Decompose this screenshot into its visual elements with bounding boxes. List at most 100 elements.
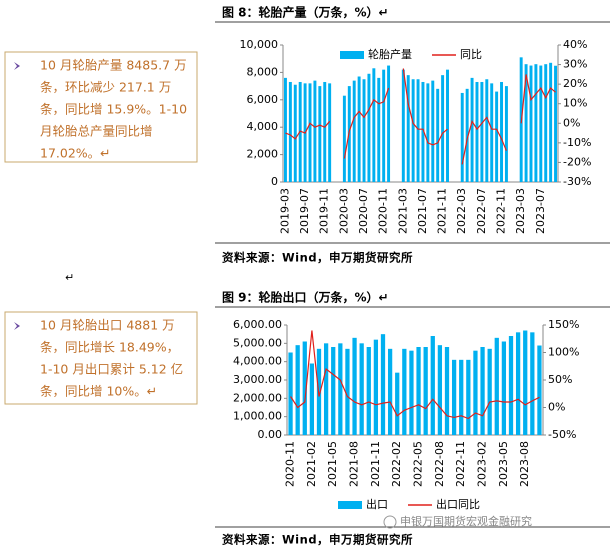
chart-title: 图 9：轮胎出口（万条，%）↵ xyxy=(222,290,389,305)
y-tick-label: 4,000 xyxy=(247,120,279,133)
bar xyxy=(504,86,508,182)
bar xyxy=(466,359,471,435)
x-tick-label: 2021-07 xyxy=(416,188,429,234)
line-series xyxy=(290,330,540,420)
y-tick-label: 0.00 xyxy=(258,428,283,441)
bar xyxy=(523,330,528,435)
legend-swatch xyxy=(338,501,362,509)
x-tick-label: 2022-02 xyxy=(390,441,403,487)
bar xyxy=(500,81,503,182)
bar xyxy=(328,83,332,182)
bar xyxy=(302,341,307,435)
bar xyxy=(309,363,315,435)
legend-label: 出口 xyxy=(366,497,388,511)
bar xyxy=(515,332,521,435)
bar xyxy=(554,65,558,182)
y2-tick-label: 10% xyxy=(563,97,587,110)
bar xyxy=(288,81,292,182)
bar xyxy=(318,86,322,182)
legend-swatch xyxy=(340,51,364,59)
x-tick-label: 2022-11 xyxy=(454,441,467,487)
bar xyxy=(406,75,410,182)
bullet-icon xyxy=(14,62,20,70)
x-tick-label: 2022-05 xyxy=(412,441,425,487)
bar xyxy=(451,359,457,435)
y2-tick-label: 0% xyxy=(548,401,565,414)
bar xyxy=(444,347,450,435)
y-tick-label: 5,000.00 xyxy=(233,336,282,349)
y-tick-label: 2,000.00 xyxy=(233,391,282,404)
y2-tick-label: 0% xyxy=(563,116,580,129)
bar xyxy=(426,83,430,182)
y2-tick-label: -30% xyxy=(563,175,591,188)
bar xyxy=(524,64,528,182)
bar xyxy=(331,347,336,435)
bar xyxy=(373,339,379,435)
y2-tick-label: -50% xyxy=(548,428,576,441)
y2-tick-label: 20% xyxy=(563,77,587,90)
bar xyxy=(283,77,287,182)
watermark: 申银万国期货宏观金融研究 xyxy=(400,514,532,528)
bar xyxy=(490,83,494,182)
bar xyxy=(411,79,415,182)
bar xyxy=(416,347,421,435)
y2-tick-label: 40% xyxy=(563,38,587,51)
bar xyxy=(431,80,435,182)
bar xyxy=(313,80,317,182)
x-tick-label: 2019-07 xyxy=(298,188,311,234)
bar xyxy=(437,345,443,435)
x-tick-label: 2020-07 xyxy=(357,188,370,234)
bar xyxy=(308,83,312,182)
x-tick-label: 2021-05 xyxy=(326,441,339,487)
y2-tick-label: 100% xyxy=(548,346,579,359)
y2-tick-label: 30% xyxy=(563,58,587,71)
chart-source: 资料来源：Wind，申万期货研究所 xyxy=(222,533,413,547)
x-tick-label: 2020-11 xyxy=(377,188,390,234)
line-series xyxy=(285,68,556,165)
note-box xyxy=(4,51,198,163)
bar xyxy=(537,345,542,435)
bar xyxy=(323,81,327,182)
y2-tick-label: 150% xyxy=(548,318,579,331)
chart-source: 资料来源：Wind，申万期货研究所 xyxy=(222,251,413,265)
bar xyxy=(487,348,492,435)
bar xyxy=(402,348,407,435)
bar xyxy=(367,73,371,182)
bar xyxy=(473,350,478,435)
legend-label: 轮胎产量 xyxy=(368,47,412,61)
bar xyxy=(465,88,469,182)
bar xyxy=(345,348,350,435)
bar xyxy=(494,337,499,435)
bar xyxy=(295,345,300,435)
bar xyxy=(430,336,435,435)
bar xyxy=(485,79,489,182)
bar xyxy=(357,76,361,182)
x-tick-label: 2019-11 xyxy=(318,188,331,234)
bar xyxy=(475,81,479,182)
x-tick-label: 2023-07 xyxy=(534,188,547,234)
note-text: 条，同比增长 18.49%， xyxy=(40,340,179,355)
bar xyxy=(372,68,376,182)
x-tick-label: 2023-05 xyxy=(497,441,510,487)
bar xyxy=(501,341,507,435)
note-text: 10 月轮胎出口 4881 万 xyxy=(40,318,175,333)
x-tick-label: 2021-08 xyxy=(348,441,361,487)
bar xyxy=(529,65,533,182)
bar xyxy=(480,347,485,435)
note-text: 17.02%。↵ xyxy=(40,146,111,161)
bar xyxy=(480,81,484,182)
bar xyxy=(362,79,366,182)
bar xyxy=(446,69,449,182)
note-text: 条，环比减少 217.1 万 xyxy=(40,80,171,95)
y-tick-label: 1,000.00 xyxy=(233,410,282,423)
bar xyxy=(288,352,293,435)
x-tick-label: 2023-03 xyxy=(514,188,527,234)
bar xyxy=(544,64,548,182)
bar xyxy=(352,80,356,182)
note-text: 条，同比增 15.9%。1-10 xyxy=(40,102,187,117)
x-tick-label: 2019-03 xyxy=(278,188,291,234)
x-tick-label: 2021-03 xyxy=(396,188,409,234)
bar xyxy=(401,69,405,182)
y-tick-label: 6,000.00 xyxy=(233,318,282,331)
